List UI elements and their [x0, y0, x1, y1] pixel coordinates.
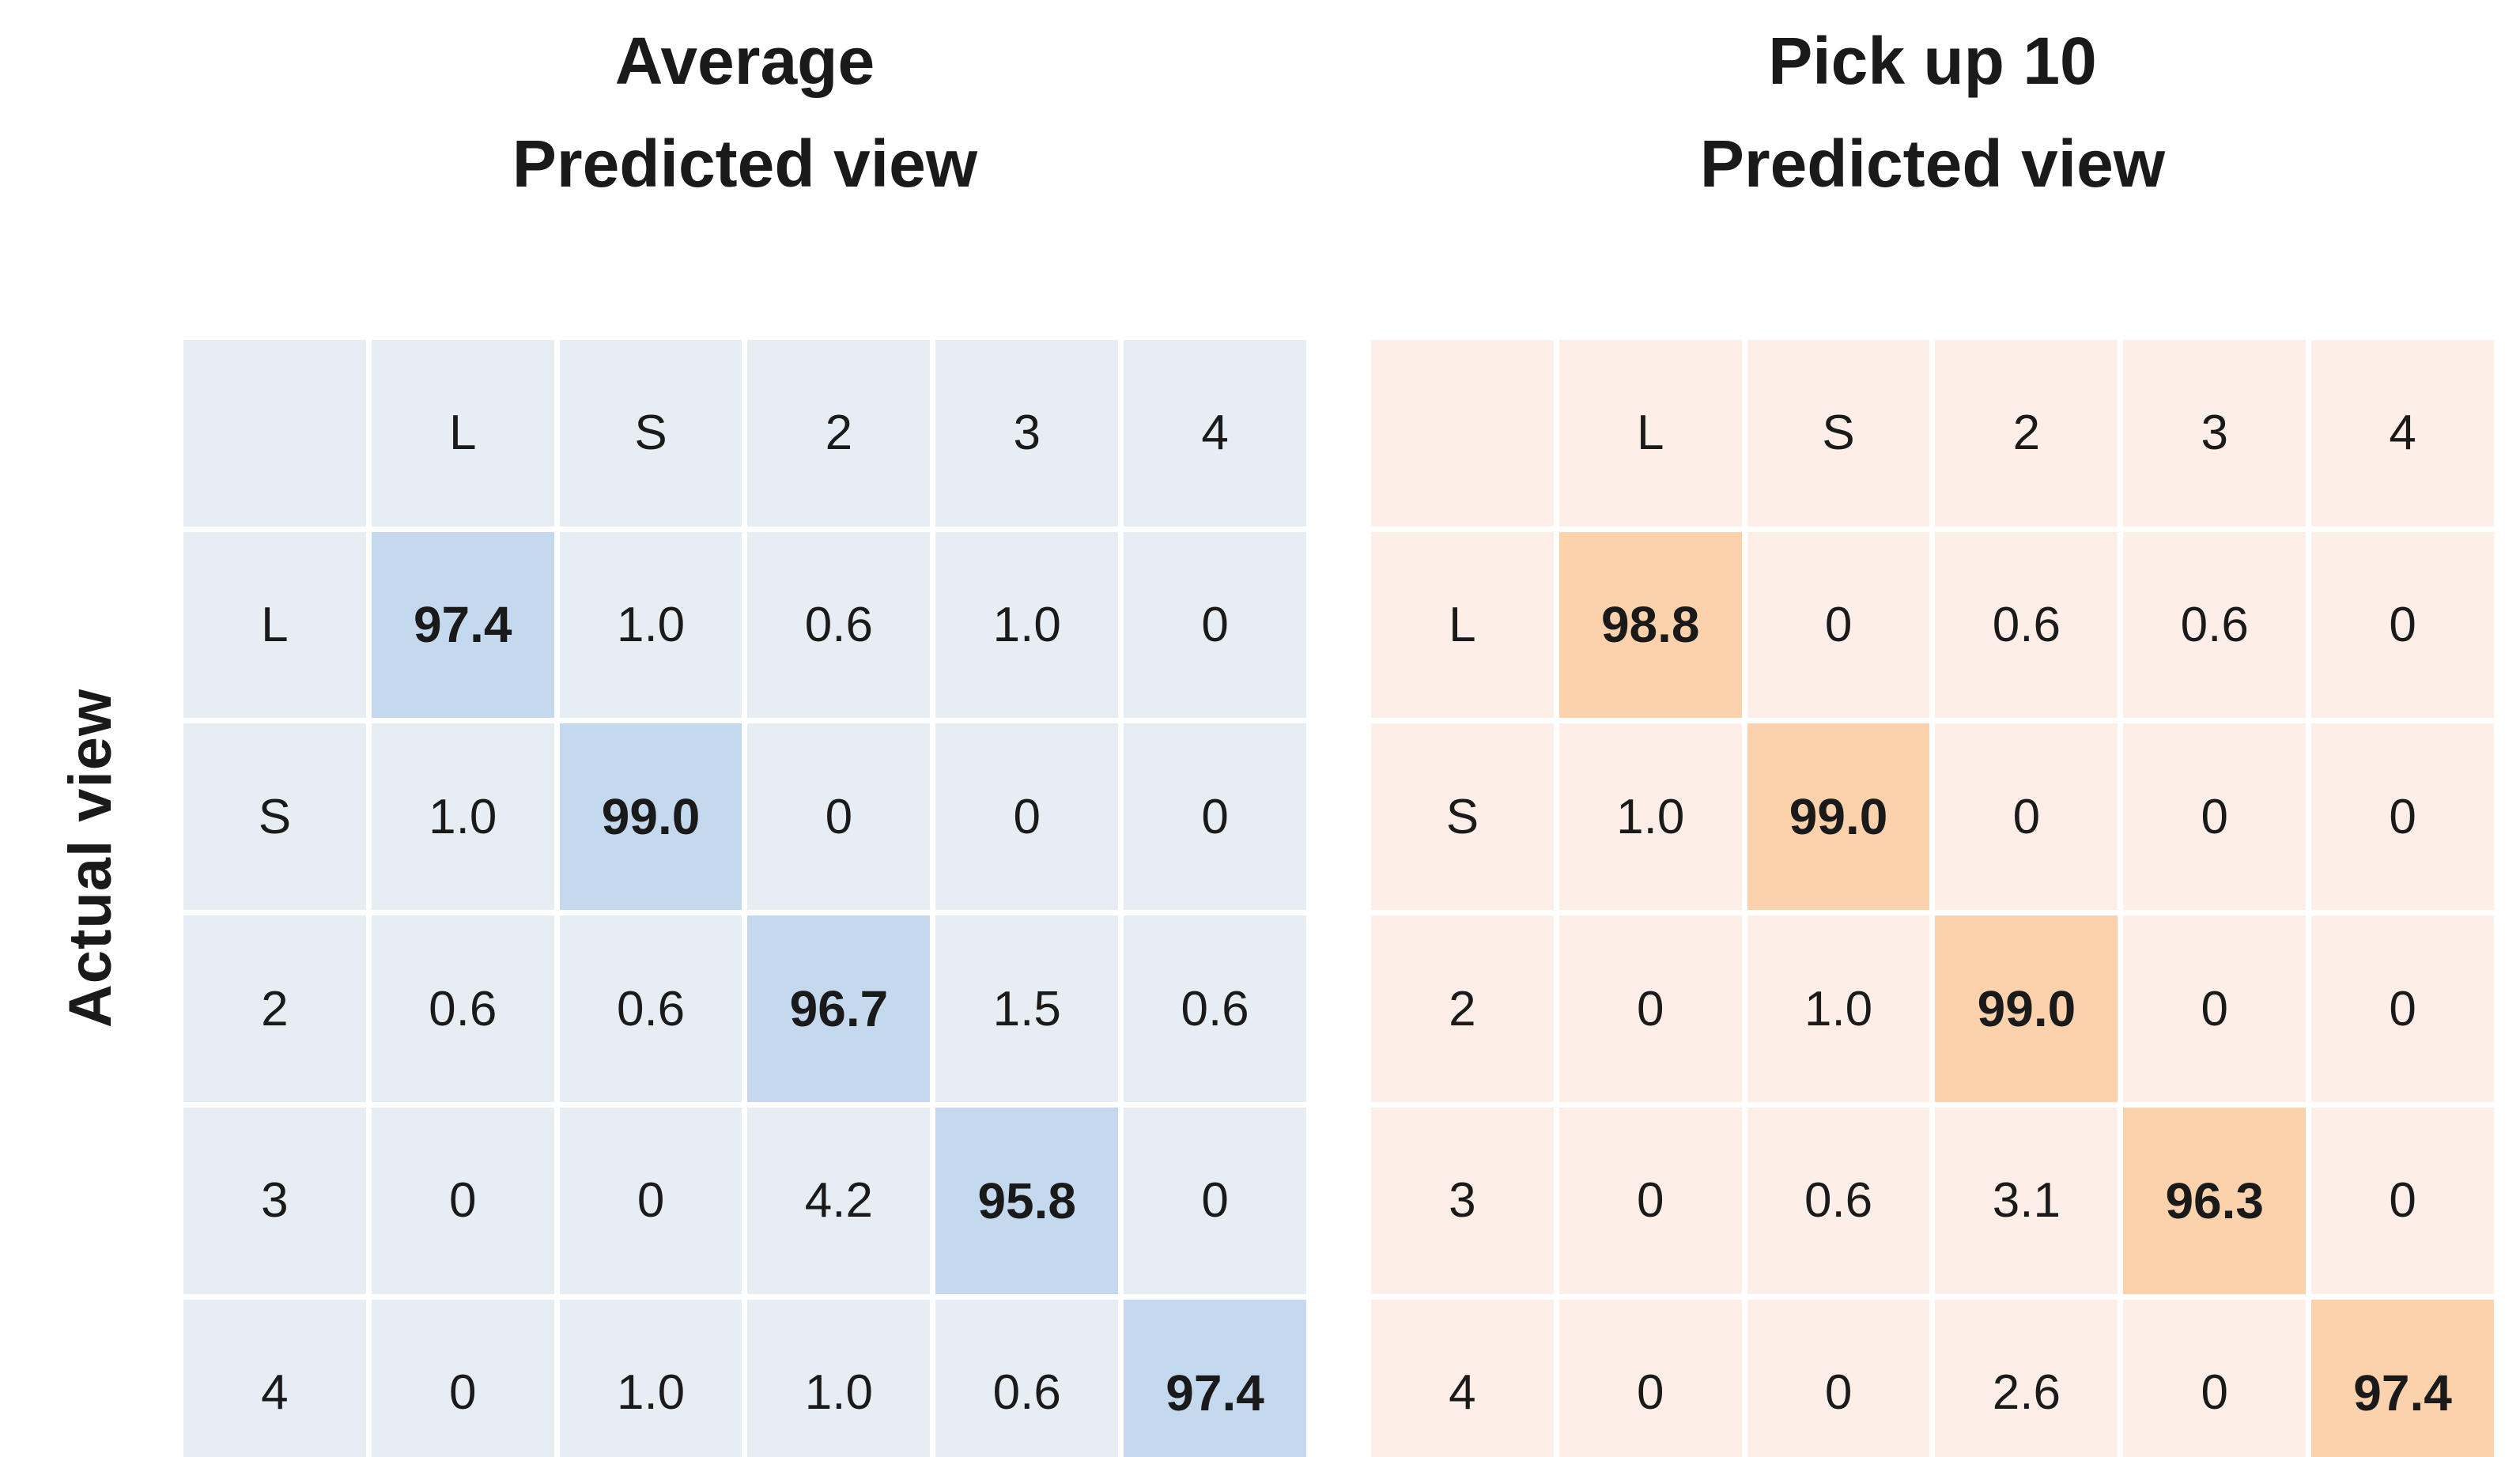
value-cell: 0	[559, 1108, 742, 1294]
matrix-pickup10-title: Pick up 10 Predicted view	[1371, 9, 2494, 285]
value-cell: 3.1	[1935, 1108, 2118, 1294]
value-cell: 0.6	[2123, 531, 2307, 719]
matrix-pickup10-title-line1: Pick up 10	[1768, 24, 2097, 98]
value-cell: 0	[1558, 915, 1742, 1103]
value-cell: 0	[1747, 531, 1930, 719]
col-header: 3	[2123, 339, 2307, 527]
row-label: S	[1371, 723, 1554, 911]
diagonal-cell: 99.0	[1747, 723, 1930, 911]
value-cell: 0	[2311, 723, 2494, 911]
value-cell: 0.6	[1747, 1108, 1930, 1294]
value-cell: 0	[1558, 1299, 1742, 1457]
diagonal-cell: 95.8	[935, 1108, 1119, 1294]
diagonal-cell: 99.0	[559, 723, 742, 911]
value-cell: 0	[2311, 1108, 2494, 1294]
value-cell: 4.2	[747, 1108, 931, 1294]
value-cell: 0	[2311, 915, 2494, 1103]
value-cell: 0.6	[1935, 531, 2118, 719]
value-cell: 0	[1124, 1108, 1306, 1294]
y-axis-label: Actual view	[57, 688, 125, 1028]
value-cell: 1.0	[371, 723, 554, 911]
value-cell: 0	[1935, 723, 2118, 911]
value-cell: 1.0	[935, 531, 1119, 719]
value-cell: 0	[935, 723, 1119, 911]
value-cell: 0	[371, 1299, 554, 1457]
col-header: L	[371, 339, 554, 527]
matrix-pickup10-grid: L S 2 3 4 L 98.8 0 0.6 0.6 0 S 1.0 99.0 0 0 0 2 0 1.0 99.0 0 0…	[1371, 339, 2494, 1457]
row-label: L	[183, 531, 366, 719]
col-header: 2	[1935, 339, 2118, 527]
col-header: S	[1747, 339, 1930, 527]
value-cell: 2.6	[1935, 1299, 2118, 1457]
value-cell: 0	[2123, 1299, 2307, 1457]
value-cell: 1.0	[747, 1299, 931, 1457]
row-label: 3	[183, 1108, 366, 1294]
diagonal-cell: 96.7	[747, 915, 931, 1103]
diagonal-cell: 97.4	[1124, 1299, 1306, 1457]
col-header: 4	[2311, 339, 2494, 527]
diagonal-cell: 99.0	[1935, 915, 2118, 1103]
row-label: 2	[183, 915, 366, 1103]
value-cell: 0.6	[935, 1299, 1119, 1457]
matrix-average: Average Predicted view L S 2 3 4 L 97.4 1.0 0.6 1…	[183, 0, 1306, 1457]
value-cell: 0	[2311, 531, 2494, 719]
row-label: S	[183, 723, 366, 911]
value-cell: 1.0	[1747, 915, 1930, 1103]
matrix-average-title-line1: Average	[614, 24, 875, 98]
value-cell: 0	[371, 1108, 554, 1294]
col-header: 2	[747, 339, 931, 527]
matrix-pickup10-xlabel: Predicted view	[1699, 126, 2166, 202]
corner-cell	[1371, 339, 1554, 527]
value-cell: 0	[1124, 531, 1306, 719]
matrix-pickup10: Pick up 10 Predicted view L S 2 3 4 L 98.8 0 0.6…	[1371, 0, 2494, 1457]
row-label: L	[1371, 531, 1554, 719]
value-cell: 1.0	[559, 531, 742, 719]
value-cell: 0.6	[371, 915, 554, 1103]
row-label: 2	[1371, 915, 1554, 1103]
value-cell: 0	[1558, 1108, 1742, 1294]
col-header: L	[1558, 339, 1742, 527]
row-label: 4	[183, 1299, 366, 1457]
value-cell: 1.0	[1558, 723, 1742, 911]
matrix-average-xlabel: Predicted view	[512, 126, 978, 202]
col-header: 4	[1124, 339, 1306, 527]
matrices-row: Average Predicted view L S 2 3 4 L 97.4 1.0 0.6 1…	[183, 0, 2494, 1457]
value-cell: 0	[1747, 1299, 1930, 1457]
value-cell: 0	[2123, 723, 2307, 911]
value-cell: 0	[1124, 723, 1306, 911]
value-cell: 0.6	[747, 531, 931, 719]
col-header: S	[559, 339, 742, 527]
value-cell: 0.6	[1124, 915, 1306, 1103]
y-axis-label-wrap: Actual view	[0, 285, 182, 1431]
value-cell: 0.6	[559, 915, 742, 1103]
value-cell: 1.0	[559, 1299, 742, 1457]
diagonal-cell: 97.4	[371, 531, 554, 719]
col-header: 3	[935, 339, 1119, 527]
diagonal-cell: 98.8	[1558, 531, 1742, 719]
matrix-average-title: Average Predicted view	[183, 9, 1306, 285]
row-label: 3	[1371, 1108, 1554, 1294]
value-cell: 1.5	[935, 915, 1119, 1103]
corner-cell	[183, 339, 366, 527]
value-cell: 0	[2123, 915, 2307, 1103]
diagonal-cell: 97.4	[2311, 1299, 2494, 1457]
matrix-average-grid: L S 2 3 4 L 97.4 1.0 0.6 1.0 0 S 1.0 99.0 0 0 0 2 0.6 0.6 96…	[183, 339, 1306, 1457]
value-cell: 0	[747, 723, 931, 911]
diagonal-cell: 96.3	[2123, 1108, 2307, 1294]
row-label: 4	[1371, 1299, 1554, 1457]
